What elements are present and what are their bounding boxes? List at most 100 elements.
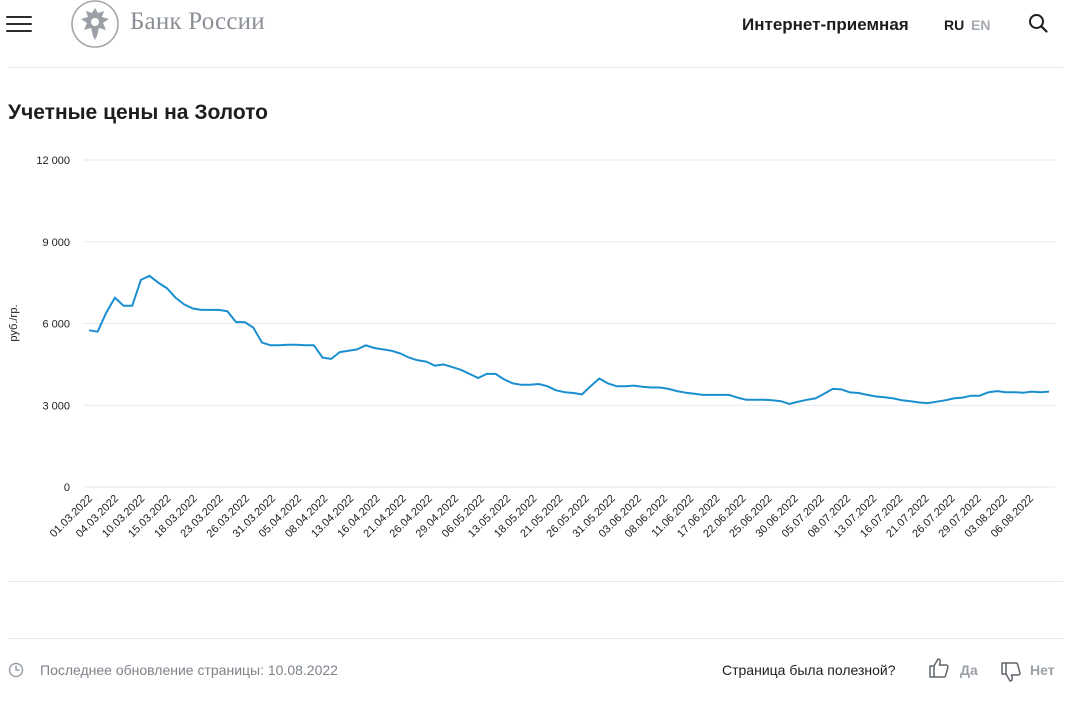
data-point[interactable]	[303, 343, 308, 348]
data-point[interactable]	[744, 397, 749, 402]
data-point[interactable]	[925, 401, 930, 406]
data-point[interactable]	[1047, 389, 1052, 394]
logo-text[interactable]: Банк России	[130, 8, 265, 35]
data-point[interactable]	[130, 303, 135, 308]
data-point[interactable]	[908, 399, 913, 404]
data-point[interactable]	[415, 358, 420, 363]
data-point[interactable]	[986, 390, 991, 395]
search-icon[interactable]	[1028, 13, 1048, 33]
data-point[interactable]	[510, 381, 515, 386]
data-point[interactable]	[951, 396, 956, 401]
data-point[interactable]	[173, 295, 178, 300]
data-point[interactable]	[502, 377, 507, 382]
data-point[interactable]	[1003, 390, 1008, 395]
data-point[interactable]	[614, 384, 619, 389]
data-point[interactable]	[752, 397, 757, 402]
data-point[interactable]	[432, 363, 437, 368]
data-point[interactable]	[874, 394, 879, 399]
data-point[interactable]	[605, 381, 610, 386]
data-point[interactable]	[95, 329, 100, 334]
data-point[interactable]	[770, 398, 775, 403]
data-point[interactable]	[571, 390, 576, 395]
data-point[interactable]	[398, 351, 403, 356]
data-point[interactable]	[476, 376, 481, 381]
data-point[interactable]	[848, 390, 853, 395]
data-point[interactable]	[164, 286, 169, 291]
data-point[interactable]	[320, 355, 325, 360]
data-point[interactable]	[899, 398, 904, 403]
data-point[interactable]	[389, 348, 394, 353]
data-point[interactable]	[977, 393, 982, 398]
data-point[interactable]	[813, 396, 818, 401]
data-point[interactable]	[718, 392, 723, 397]
data-point[interactable]	[294, 342, 299, 347]
data-point[interactable]	[450, 365, 455, 370]
useful-no-button[interactable]: Нет	[1030, 662, 1055, 678]
data-point[interactable]	[138, 277, 143, 282]
data-point[interactable]	[190, 306, 195, 311]
data-point[interactable]	[856, 390, 861, 395]
data-point[interactable]	[259, 340, 264, 345]
data-point[interactable]	[329, 356, 334, 361]
data-point[interactable]	[234, 320, 239, 325]
data-point[interactable]	[882, 395, 887, 400]
data-point[interactable]	[761, 397, 766, 402]
data-point[interactable]	[104, 310, 109, 315]
data-point[interactable]	[493, 371, 498, 376]
lang-en-link[interactable]: EN	[971, 17, 991, 33]
data-point[interactable]	[225, 309, 230, 314]
data-point[interactable]	[1012, 390, 1017, 395]
data-point[interactable]	[536, 381, 541, 386]
data-point[interactable]	[1038, 390, 1043, 395]
lang-ru-link[interactable]: RU	[944, 17, 965, 33]
data-point[interactable]	[381, 347, 386, 352]
data-point[interactable]	[640, 384, 645, 389]
data-point[interactable]	[208, 307, 213, 312]
thumbs-up-icon[interactable]	[928, 657, 950, 679]
reception-link[interactable]: Интернет-приемная	[742, 15, 909, 34]
data-point[interactable]	[839, 387, 844, 392]
data-point[interactable]	[562, 390, 567, 395]
data-point[interactable]	[588, 384, 593, 389]
data-point[interactable]	[545, 384, 550, 389]
data-point[interactable]	[311, 343, 316, 348]
data-point[interactable]	[787, 401, 792, 406]
data-point[interactable]	[917, 400, 922, 405]
data-point[interactable]	[709, 392, 714, 397]
data-point[interactable]	[182, 302, 187, 307]
data-point[interactable]	[969, 393, 974, 398]
data-point[interactable]	[683, 390, 688, 395]
data-point[interactable]	[199, 307, 204, 312]
data-point[interactable]	[891, 396, 896, 401]
data-point[interactable]	[277, 343, 282, 348]
data-point[interactable]	[242, 320, 247, 325]
data-point[interactable]	[675, 389, 680, 394]
data-point[interactable]	[355, 347, 360, 352]
data-point[interactable]	[649, 385, 654, 390]
data-point[interactable]	[1029, 389, 1034, 394]
data-point[interactable]	[112, 295, 117, 300]
data-point[interactable]	[467, 371, 472, 376]
data-point[interactable]	[943, 398, 948, 403]
data-point[interactable]	[597, 376, 602, 381]
data-point[interactable]	[519, 382, 524, 387]
data-point[interactable]	[623, 384, 628, 389]
thumbs-down-icon[interactable]	[1000, 661, 1022, 683]
data-point[interactable]	[934, 399, 939, 404]
data-point[interactable]	[778, 399, 783, 404]
data-point[interactable]	[579, 392, 584, 397]
data-point[interactable]	[1021, 390, 1026, 395]
data-point[interactable]	[666, 386, 671, 391]
data-point[interactable]	[796, 399, 801, 404]
data-point[interactable]	[830, 386, 835, 391]
data-point[interactable]	[407, 355, 412, 360]
data-point[interactable]	[372, 346, 377, 351]
data-point[interactable]	[727, 392, 732, 397]
data-point[interactable]	[960, 395, 965, 400]
data-point[interactable]	[458, 367, 463, 372]
data-point[interactable]	[995, 389, 1000, 394]
data-point[interactable]	[631, 383, 636, 388]
data-point[interactable]	[865, 392, 870, 397]
data-point[interactable]	[692, 391, 697, 396]
data-point[interactable]	[735, 395, 740, 400]
